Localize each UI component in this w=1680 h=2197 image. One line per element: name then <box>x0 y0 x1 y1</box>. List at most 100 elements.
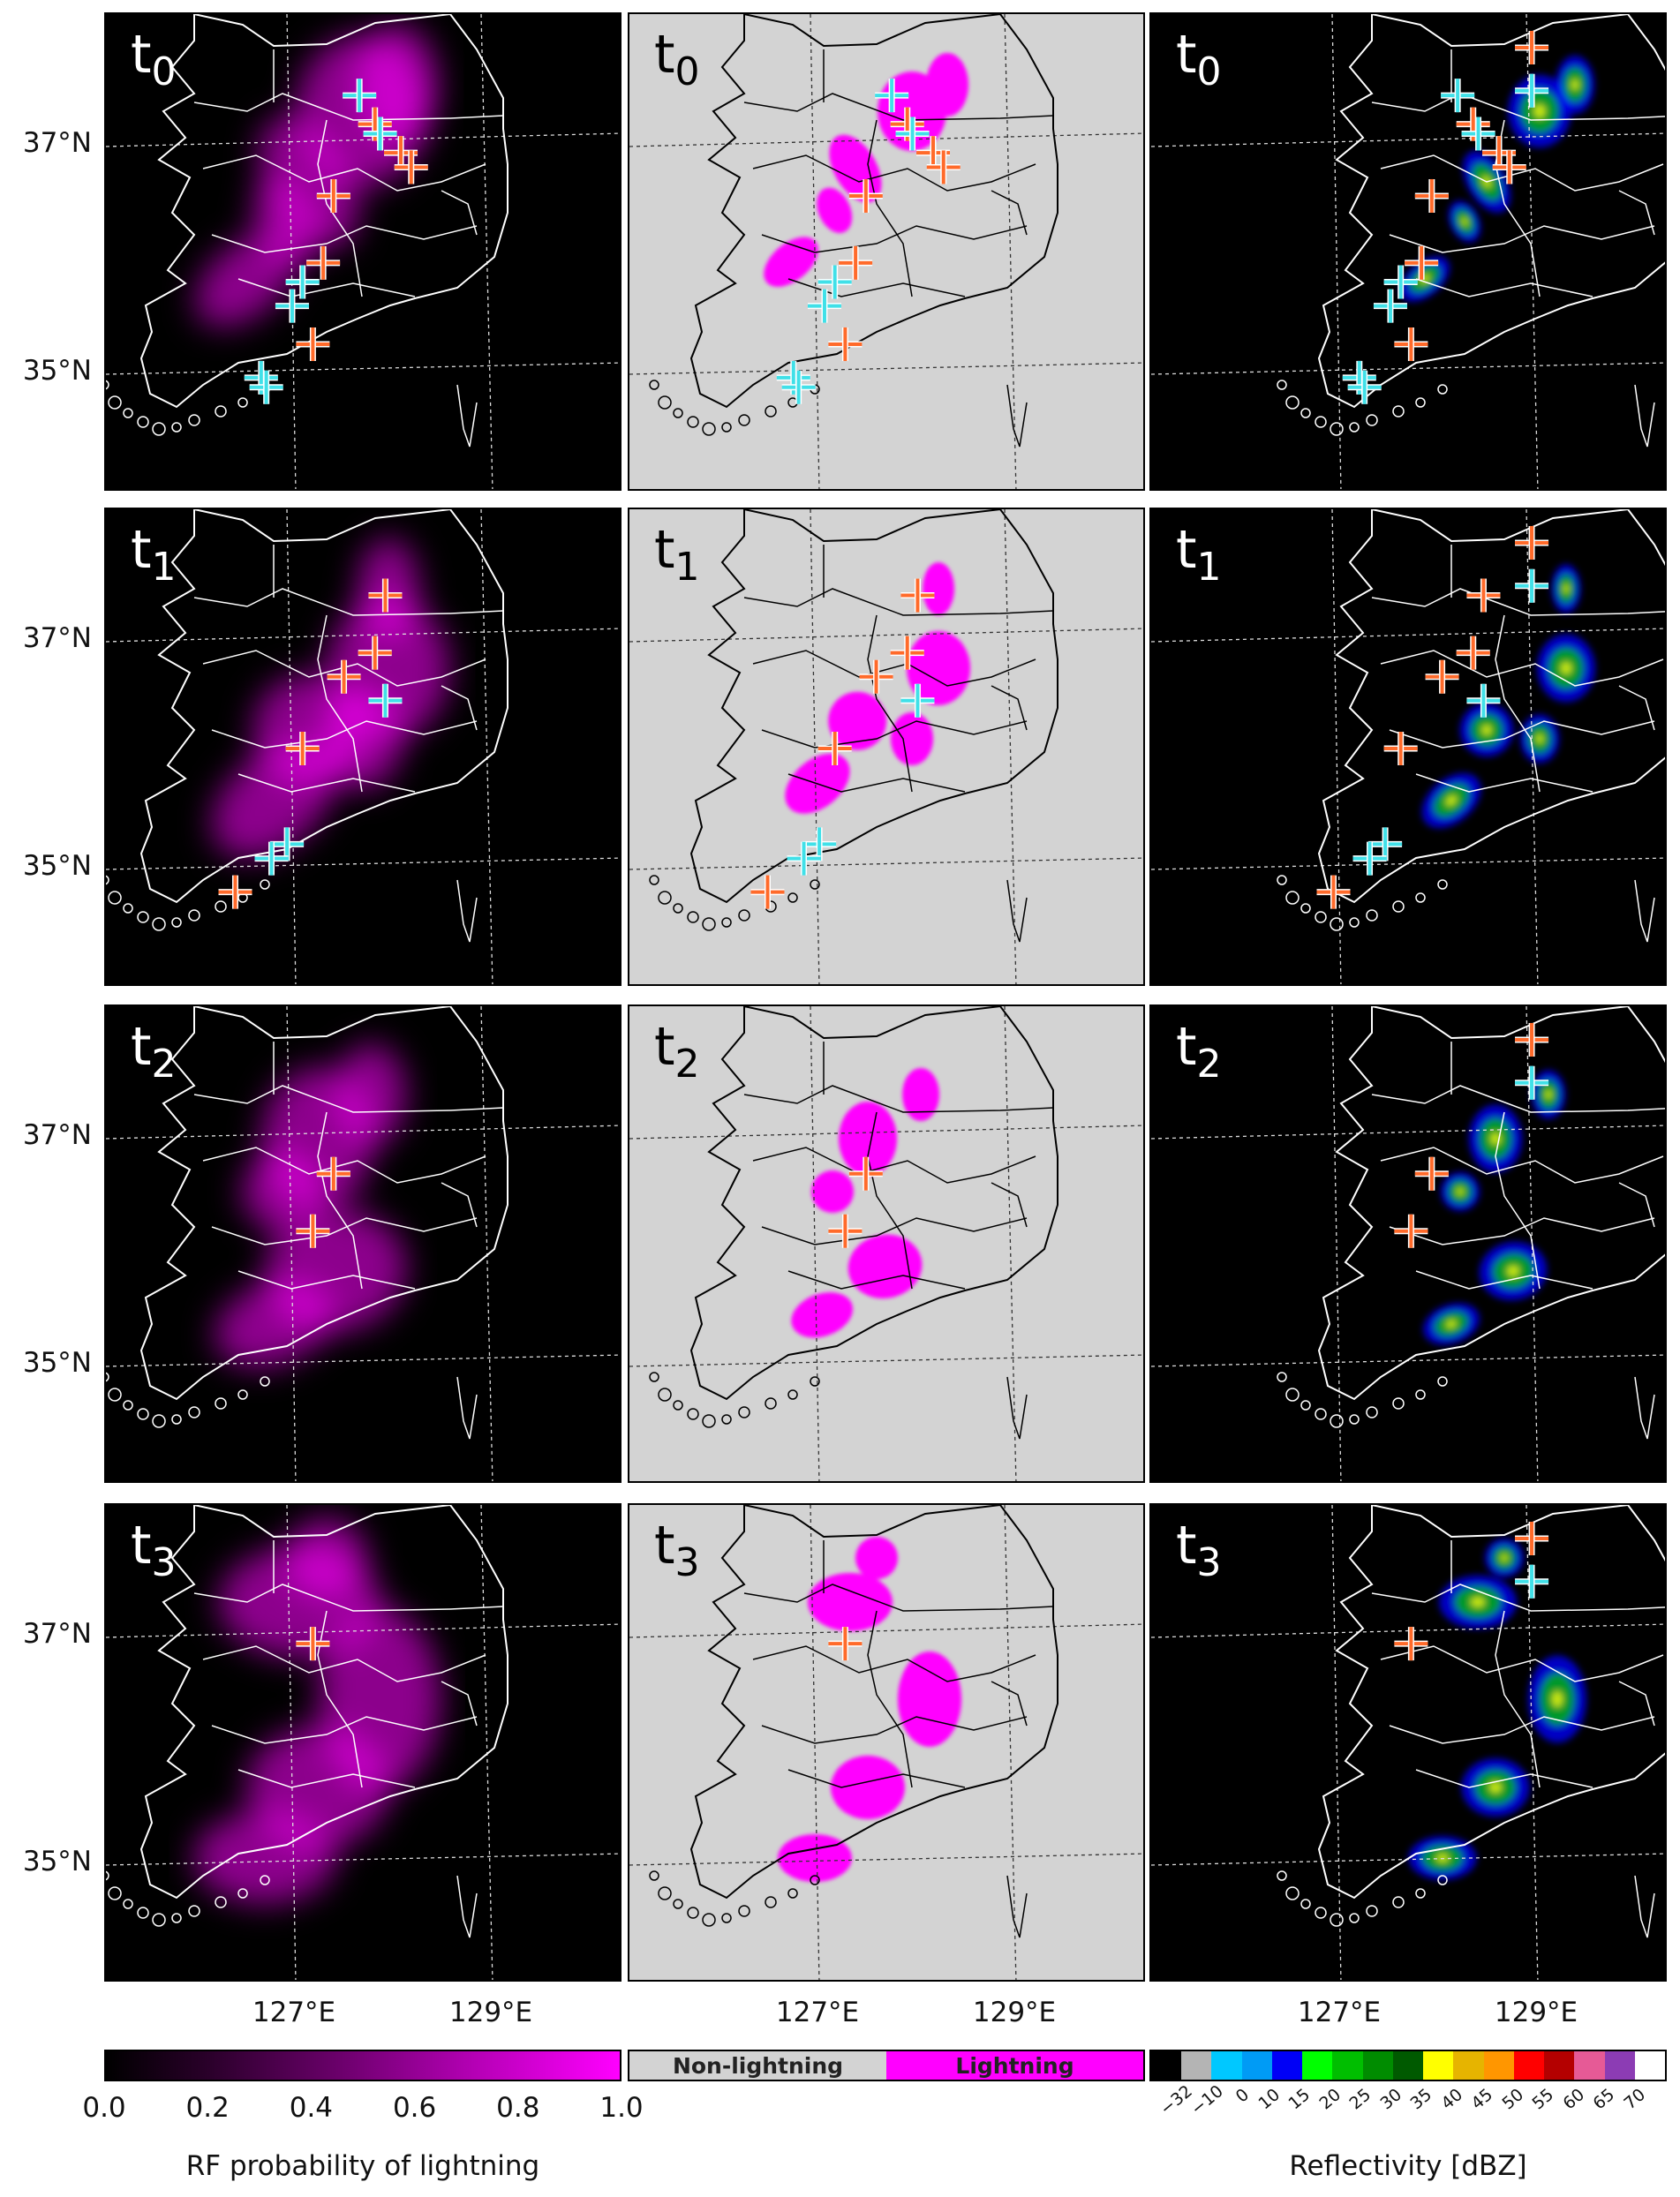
map-canvas <box>106 1006 620 1481</box>
latitude-label: 35°N <box>22 1846 92 1877</box>
province-border <box>1495 614 1541 793</box>
island <box>1285 1886 1300 1900</box>
reflectivity-tick-label: 25 <box>1345 2085 1375 2114</box>
province-border <box>787 278 966 297</box>
map-outline <box>1277 1006 1665 1440</box>
province-border <box>867 1111 913 1290</box>
graticule-line <box>1526 509 1539 984</box>
observed-lightning-marker <box>1383 732 1418 765</box>
observed-lightning-marker <box>890 636 924 670</box>
radar-panel-t0: t0 <box>1149 12 1667 491</box>
province-border <box>1618 685 1655 731</box>
predicted-lightning-marker <box>1373 289 1407 323</box>
predicted-lightning-marker <box>254 841 289 876</box>
observed-lightning-marker <box>926 150 961 184</box>
island <box>108 1886 122 1900</box>
radar-panel-t2: t2 <box>1149 1004 1667 1483</box>
island <box>1392 1397 1405 1410</box>
predicted-lightning-marker <box>875 79 909 113</box>
longitude-label: 127°E <box>1297 1997 1382 2028</box>
graticule-line <box>106 857 620 870</box>
time-step-letter: t <box>131 24 152 86</box>
predicted-lightning-marker <box>817 265 852 299</box>
observed-lightning-marker <box>1515 1521 1549 1555</box>
offshore-island <box>1006 1875 1028 1938</box>
reflectivity-color-bin <box>1271 2051 1303 2080</box>
province-border <box>202 1147 486 1184</box>
graticule-line <box>1004 1505 1017 1980</box>
island <box>152 1913 166 1927</box>
graticule-line <box>106 1125 620 1140</box>
predicted-lightning-marker <box>1347 370 1382 404</box>
map-outline <box>649 1006 1058 1440</box>
graticule-line <box>106 628 620 643</box>
island <box>687 1907 699 1919</box>
graticule-line <box>1151 1623 1665 1638</box>
graticule-line <box>1526 1006 1539 1481</box>
predicted-lightning-marker <box>343 79 377 113</box>
province-border <box>441 190 478 236</box>
reflectivity-color-bin <box>1604 2051 1635 2080</box>
map-outline <box>1277 1505 1665 1938</box>
island <box>702 1913 716 1927</box>
graticule-line <box>286 14 297 489</box>
island <box>673 408 683 418</box>
offshore-island <box>1634 384 1655 448</box>
island <box>1285 395 1300 410</box>
graticule-line <box>1151 1125 1665 1140</box>
island <box>649 875 659 885</box>
island <box>237 1389 248 1400</box>
province-border <box>1415 278 1593 297</box>
island <box>1349 1913 1360 1923</box>
graticule-line <box>480 1505 493 1980</box>
island <box>260 1875 270 1885</box>
latitude-label: 35°N <box>22 1347 92 1379</box>
island <box>687 1408 699 1420</box>
offshore-island <box>1634 1875 1655 1938</box>
island <box>1437 1376 1448 1387</box>
rf-panel-t0: t0 <box>104 12 622 491</box>
predicted-lightning-marker <box>275 289 309 323</box>
province-border <box>743 1584 1054 1612</box>
observed-lightning-marker <box>327 659 361 694</box>
time-step-label: t3 <box>131 1519 177 1583</box>
province-border <box>743 588 1054 616</box>
province-border <box>237 1769 416 1788</box>
island <box>108 1388 122 1402</box>
predicted-lightning-marker <box>787 841 821 876</box>
observed-lightning-marker <box>296 327 330 361</box>
reflectivity-color-bin <box>1574 2051 1605 2080</box>
province-border <box>1371 588 1665 616</box>
observed-lightning-marker <box>1414 178 1449 213</box>
island <box>687 416 699 428</box>
island <box>1330 422 1344 436</box>
province-border <box>752 1645 1036 1682</box>
observed-lightning-marker <box>1394 327 1428 361</box>
province-border <box>1415 773 1593 793</box>
province-border <box>1415 1769 1593 1788</box>
time-step-index: 3 <box>151 1540 177 1585</box>
map-canvas <box>1151 14 1665 489</box>
offshore-island <box>456 1376 478 1440</box>
graticule-line <box>629 132 1143 147</box>
time-step-letter: t <box>654 1016 675 1078</box>
island <box>1437 384 1448 395</box>
offshore-island <box>456 1875 478 1938</box>
island <box>1349 1414 1360 1425</box>
map-canvas <box>629 1505 1143 1980</box>
province-border <box>752 154 1036 192</box>
island <box>1366 1905 1378 1917</box>
reflectivity-tick-label: 65 <box>1589 2085 1619 2114</box>
island <box>787 892 798 903</box>
island <box>810 1376 820 1387</box>
lightning-mask <box>778 1537 961 1882</box>
reflectivity-field <box>1408 1539 1586 1880</box>
probability-tick-label: 0.2 <box>185 2092 230 2124</box>
island <box>1285 1388 1300 1402</box>
island <box>1330 1414 1344 1428</box>
latitude-label: 37°N <box>22 1618 92 1650</box>
observed-lightning-marker <box>1405 245 1439 280</box>
island <box>649 1372 659 1382</box>
island <box>1392 900 1405 913</box>
